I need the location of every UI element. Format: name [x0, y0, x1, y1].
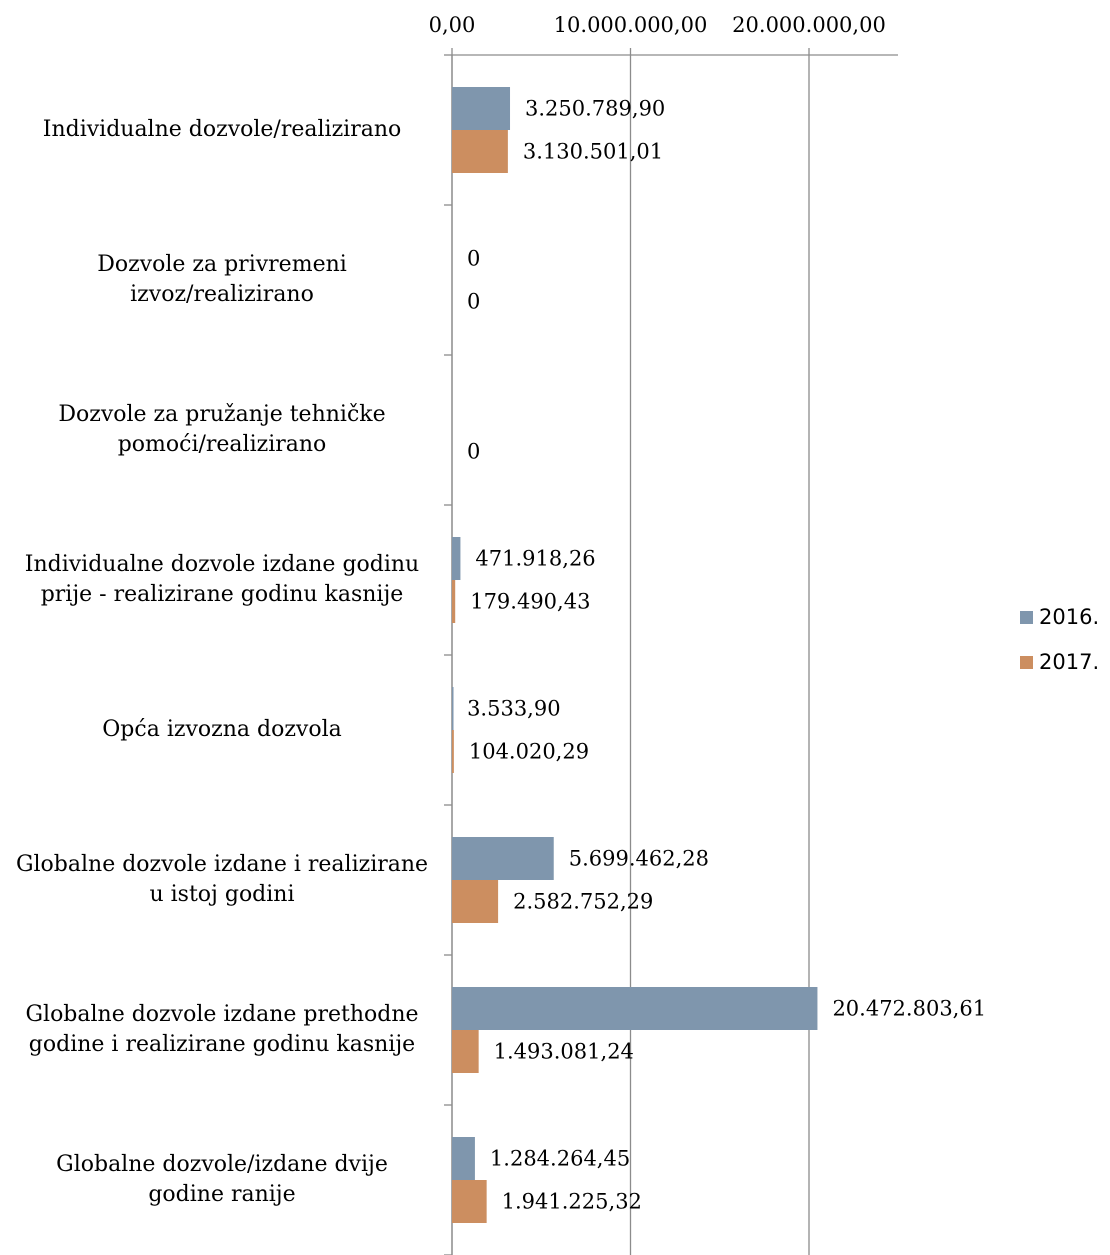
category-label-line: Dozvole za privremeni [97, 252, 347, 277]
category-label: Opća izvozna dozvola [12, 715, 432, 745]
category-label: Individualne dozvole izdane godinu prije … [12, 550, 432, 610]
category-label-line: u istoj godini [149, 882, 295, 907]
category-label: Globalne dozvole/izdane dvije godine rani… [12, 1150, 432, 1210]
bar-2017-3 [452, 580, 456, 623]
category-label: Globalne dozvole izdane prethodne godine … [12, 1000, 432, 1060]
category-label-line: Individualne dozvole/realizirano [42, 117, 402, 142]
x-tick-label: 0,00 [429, 13, 476, 37]
category-label-line: prije - realizirane godinu kasnije [40, 582, 404, 607]
x-tick-label: 10.000.000,00 [554, 13, 708, 37]
category-label-line: Opća izvozna dozvola [102, 717, 342, 742]
legend-item-2017: 2017. [1020, 650, 1099, 674]
data-label: 0 [467, 290, 480, 314]
category-label: Dozvole za privremeni izvoz/realizirano [12, 250, 432, 310]
bar-2017-5 [452, 880, 499, 923]
x-tick-label: 20.000.000,00 [732, 13, 886, 37]
category-label: Individualne dozvole/realizirano [12, 115, 432, 145]
data-label: 0 [467, 247, 480, 271]
category-label: Globalne dozvole izdane i realizirane u i… [12, 850, 432, 910]
bar-2016-4 [452, 687, 454, 730]
data-label: 20.472.803,61 [832, 997, 986, 1021]
data-label: 1.284.264,45 [490, 1147, 630, 1171]
data-label: 471.918,26 [475, 547, 595, 571]
legend-label-2016: 2016. [1039, 605, 1100, 629]
bar-2017-0 [452, 130, 508, 173]
data-label: 1.941.225,32 [502, 1190, 642, 1214]
data-label: 0 [467, 440, 480, 464]
category-label-line: godine i realizirane godinu kasnije [28, 1032, 416, 1057]
category-label-line: Globalne dozvole izdane i realizirane [15, 852, 429, 877]
legend-swatch-2017 [1020, 655, 1033, 669]
data-label: 179.490,43 [470, 590, 590, 614]
bar-2017-6 [452, 1030, 479, 1073]
category-label-line: izvoz/realizirano [130, 282, 314, 307]
bar-2017-7 [452, 1180, 487, 1223]
data-label: 1.493.081,24 [494, 1040, 634, 1064]
category-label-line: Globalne dozvole izdane prethodne [25, 1002, 419, 1027]
category-label-line: Dozvole za pružanje tehničke [58, 402, 386, 427]
bar-2017-4 [452, 730, 454, 773]
legend-swatch-2016 [1020, 610, 1033, 624]
data-label: 3.250.789,90 [525, 97, 665, 121]
bar-2016-0 [452, 87, 511, 130]
data-label: 5.699.462,28 [569, 847, 709, 871]
category-label-line: pomoći/realizirano [117, 432, 327, 457]
category-label-line: Globalne dozvole/izdane dvije [56, 1152, 388, 1177]
bar-2016-6 [452, 987, 818, 1030]
bar-2016-3 [452, 537, 461, 580]
data-label: 2.582.752,29 [513, 890, 653, 914]
category-label: Dozvole za pružanje tehničke pomoći/reali… [12, 400, 432, 460]
data-label: 3.130.501,01 [523, 140, 663, 164]
category-label-line: Individualne dozvole izdane godinu [24, 552, 420, 577]
legend-label-2017: 2017. [1039, 650, 1100, 674]
legend-item-2016: 2016. [1020, 605, 1099, 629]
data-label: 104.020,29 [469, 740, 589, 764]
bar-2016-5 [452, 837, 554, 880]
data-label: 3.533,90 [467, 697, 561, 721]
category-label-line: godine ranije [148, 1182, 296, 1207]
bar-2016-7 [452, 1137, 475, 1180]
